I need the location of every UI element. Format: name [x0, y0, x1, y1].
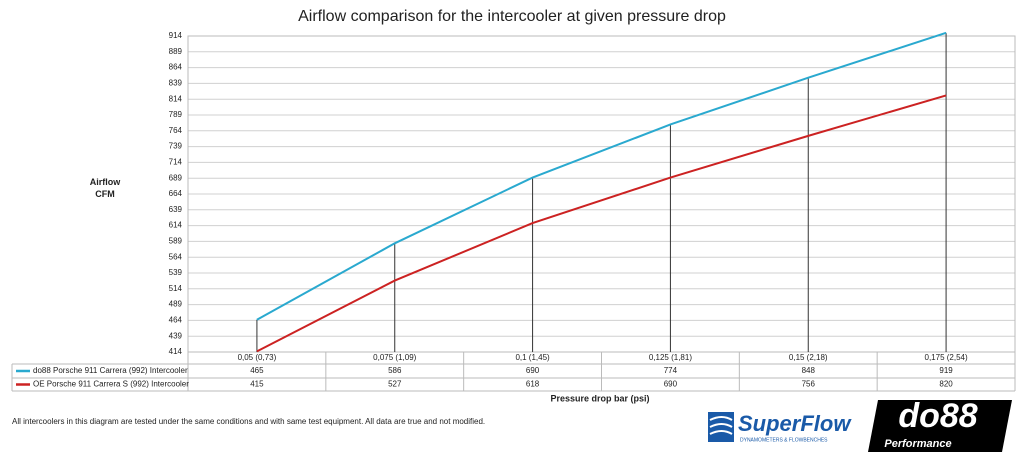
legend-label: do88 Porsche 911 Carrera (992) Intercool…	[33, 366, 188, 375]
series-line	[256, 31, 947, 321]
table-value: 586	[388, 366, 402, 375]
x-tick-label: 0,05 (0,73)	[238, 353, 277, 362]
y-tick-label: 739	[169, 142, 183, 151]
table-value: 690	[664, 380, 678, 389]
y-axis-label: Airflow CFM	[89, 177, 121, 199]
y-tick-label: 689	[169, 173, 183, 182]
y-tick-label: 839	[169, 79, 183, 88]
y-tick-label: 639	[169, 205, 183, 214]
y-tick-label: 414	[169, 347, 183, 356]
logo-waves	[709, 416, 733, 435]
series-line	[256, 94, 947, 353]
logo-subtext: DYNAMOMETERS & FLOWBENCHES	[740, 437, 828, 443]
y-tick-label: 564	[169, 252, 183, 261]
x-tick-label: 0,075 (1,09)	[373, 353, 416, 362]
footnote: All intercoolers in this diagram are tes…	[12, 417, 485, 426]
y-tick-label: 589	[169, 237, 183, 246]
x-axis-label: Pressure drop bar (psi)	[550, 393, 649, 403]
y-tick-label: 614	[169, 221, 183, 230]
y-tick-label: 889	[169, 47, 183, 56]
legend-label: OE Porsche 911 Carrera S (992) Intercool…	[33, 380, 189, 389]
table-value: 690	[526, 366, 540, 375]
logo-text: SuperFlow	[738, 411, 852, 436]
logo-subtext: Performance	[884, 438, 951, 450]
y-tick-label: 664	[169, 189, 183, 198]
y-tick-label: 514	[169, 284, 183, 293]
table-value: 415	[250, 380, 264, 389]
table-value: 618	[526, 380, 540, 389]
table-value: 774	[664, 366, 678, 375]
table-value: 820	[939, 380, 953, 389]
y-tick-label: 864	[169, 63, 183, 72]
x-tick-label: 0,125 (1,81)	[649, 353, 692, 362]
table-value: 527	[388, 380, 402, 389]
y-tick-label: 439	[169, 331, 183, 340]
y-tick-label: 764	[169, 126, 183, 135]
table-value: 919	[939, 366, 953, 375]
y-tick-label: 539	[169, 268, 183, 277]
y-tick-label: 789	[169, 110, 183, 119]
logo-text: do88	[898, 397, 977, 435]
do88-logo: do88 Performance	[868, 397, 1012, 452]
y-tick-label: 464	[169, 316, 183, 325]
table-value: 756	[802, 380, 816, 389]
chart-title: Airflow comparison for the intercooler a…	[298, 8, 726, 25]
y-tick-label: 489	[169, 300, 183, 309]
y-tick-label: 814	[169, 94, 183, 103]
table-value: 848	[802, 366, 816, 375]
x-tick-label: 0,1 (1,45)	[515, 353, 550, 362]
x-tick-label: 0,175 (2,54)	[925, 353, 968, 362]
logo-icon	[708, 412, 734, 442]
logo-box	[868, 400, 1012, 452]
y-tick-label: 914	[169, 31, 183, 40]
y-tick-label: 714	[169, 158, 183, 167]
table-value: 465	[250, 366, 264, 375]
superflow-logo: SuperFlow DYNAMOMETERS & FLOWBENCHES	[708, 411, 852, 443]
x-tick-label: 0,15 (2,18)	[789, 353, 828, 362]
